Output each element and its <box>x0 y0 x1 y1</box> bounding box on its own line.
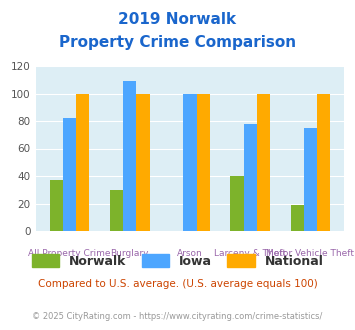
Bar <box>290 205 304 231</box>
Text: All Property Crime: All Property Crime <box>28 249 111 258</box>
Bar <box>110 190 123 231</box>
Legend: Norwalk, Iowa, National: Norwalk, Iowa, National <box>32 254 323 268</box>
Text: 2019 Norwalk: 2019 Norwalk <box>119 12 236 26</box>
Bar <box>76 93 89 231</box>
Text: © 2025 CityRating.com - https://www.cityrating.com/crime-statistics/: © 2025 CityRating.com - https://www.city… <box>32 312 323 321</box>
Bar <box>304 128 317 231</box>
Bar <box>63 118 76 231</box>
Bar <box>197 93 210 231</box>
Bar <box>123 81 136 231</box>
Bar <box>257 93 270 231</box>
Bar <box>317 93 330 231</box>
Text: Burglary: Burglary <box>110 249 149 258</box>
Bar <box>183 93 197 231</box>
Text: Arson: Arson <box>177 249 203 258</box>
Bar <box>136 93 149 231</box>
Bar <box>244 124 257 231</box>
Text: Property Crime Comparison: Property Crime Comparison <box>59 35 296 50</box>
Text: Compared to U.S. average. (U.S. average equals 100): Compared to U.S. average. (U.S. average … <box>38 279 317 289</box>
Bar <box>230 176 244 231</box>
Bar <box>50 180 63 231</box>
Text: Motor Vehicle Theft: Motor Vehicle Theft <box>267 249 354 258</box>
Text: Larceny & Theft: Larceny & Theft <box>214 249 286 258</box>
